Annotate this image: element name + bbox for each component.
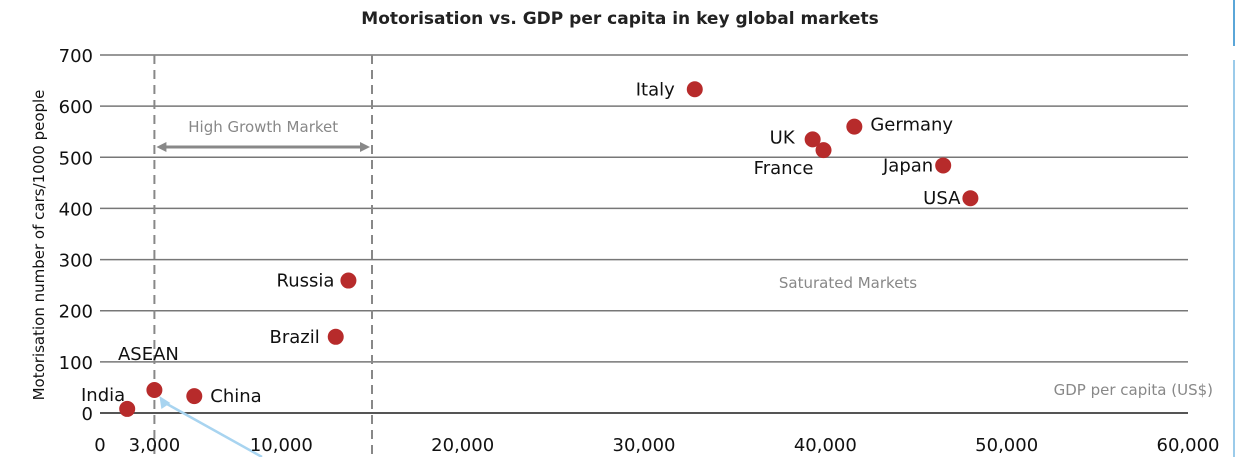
region-label-high-growth: High Growth Market xyxy=(188,118,338,136)
point-uk xyxy=(804,131,821,148)
x-tick-label-60000: 60,000 xyxy=(1157,435,1220,456)
y-tick-label-700: 700 xyxy=(59,46,93,67)
grid-lines xyxy=(100,54,1188,414)
point-france xyxy=(815,142,832,159)
y-tick-label-100: 100 xyxy=(59,353,93,374)
region-label-saturated: Saturated Markets xyxy=(779,274,917,292)
x-tick-label-30000: 30,000 xyxy=(613,435,676,456)
x-axis-ticks: 0 3,000 10,000 20,000 30,000 40,000 50,000 60,0… xyxy=(94,435,1219,456)
region-arrow-head-right xyxy=(360,142,370,152)
y-axis-title: Motorisation number of cars/1000 people xyxy=(30,90,48,401)
x-tick-label-3000: 3,000 xyxy=(129,435,181,456)
y-tick-label-600: 600 xyxy=(59,97,93,118)
point-label-india: India xyxy=(81,385,125,406)
point-asean xyxy=(146,381,163,398)
x-axis-title: GDP per capita (US$) xyxy=(1054,381,1213,399)
point-label-france: France xyxy=(754,158,814,179)
point-russia xyxy=(340,272,357,289)
edge-accent-top xyxy=(1233,0,1235,46)
data-points xyxy=(119,81,979,417)
region-arrow-head-left xyxy=(156,142,167,152)
x-tick-label-50000: 50,000 xyxy=(975,435,1038,456)
y-tick-label-300: 300 xyxy=(59,251,93,272)
y-tick-label-0: 0 xyxy=(82,404,93,425)
point-label-japan: Japan xyxy=(882,155,933,176)
y-tick-label-200: 200 xyxy=(59,302,93,323)
point-japan xyxy=(935,157,952,174)
point-label-russia: Russia xyxy=(277,271,335,292)
region-markers: High Growth Market Saturated Markets xyxy=(153,55,917,457)
y-axis-ticks: 0 100 200 300 400 500 600 700 xyxy=(59,46,93,425)
point-italy xyxy=(686,81,703,98)
point-label-china: China xyxy=(210,386,261,407)
y-tick-label-500: 500 xyxy=(59,148,93,169)
asean-pointer-head xyxy=(159,395,171,409)
point-label-usa: USA xyxy=(923,188,961,209)
point-label-italy: Italy xyxy=(636,79,675,100)
x-tick-label-40000: 40,000 xyxy=(794,435,857,456)
y-tick-label-400: 400 xyxy=(59,199,93,220)
point-india xyxy=(119,400,136,417)
x-tick-label-0: 0 xyxy=(94,435,105,456)
point-label-brazil: Brazil xyxy=(269,327,319,348)
point-label-asean: ASEAN xyxy=(118,344,179,365)
point-china xyxy=(186,388,203,405)
point-usa xyxy=(962,190,979,207)
asean-pointer-line xyxy=(162,400,263,457)
point-label-uk: UK xyxy=(770,127,796,148)
point-labels: Italy Germany UK France Japan USA Russia Brazil… xyxy=(81,79,961,407)
x-tick-label-10000: 10,000 xyxy=(250,435,313,456)
x-tick-label-20000: 20,000 xyxy=(431,435,494,456)
chart-title: Motorisation vs. GDP per capita in key g… xyxy=(361,9,878,29)
edge-accent-bottom xyxy=(1233,60,1235,457)
point-brazil xyxy=(327,328,344,345)
point-germany xyxy=(846,118,863,135)
point-label-germany: Germany xyxy=(870,115,953,136)
